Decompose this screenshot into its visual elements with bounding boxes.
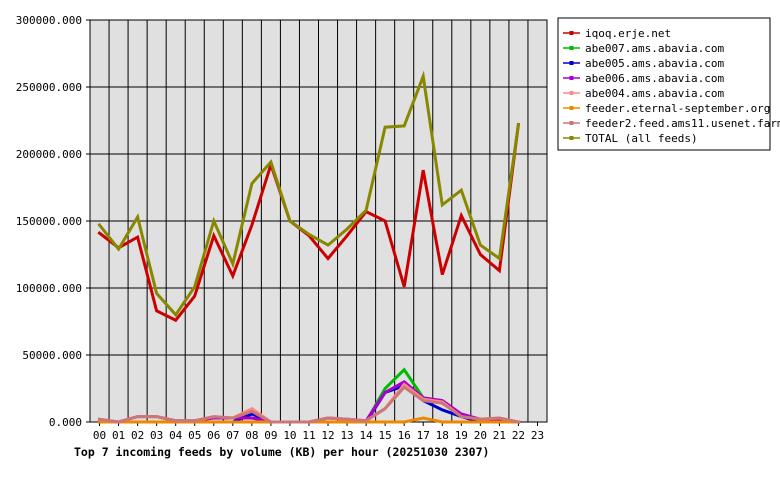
legend-swatch-marker	[569, 106, 574, 110]
legend-label: iqoq.erje.net	[585, 27, 671, 40]
legend-swatch-marker	[569, 31, 574, 35]
legend-swatch-marker	[569, 61, 574, 65]
legend-label: abe005.ams.abavia.com	[585, 57, 724, 70]
x-axis-ticks: 00 01 02 03 04 05 06 07 08 09 10 11 12 13 14 15 16 17 18 19…	[93, 422, 544, 442]
x-tick-label: 21	[493, 429, 506, 442]
y-axis-ticks: 0.000 50000.000 100000.000 150000.000 200000…	[16, 14, 90, 429]
x-tick-label: 02	[131, 429, 144, 442]
x-tick-label: 18	[436, 429, 449, 442]
legend-swatch-marker	[569, 91, 574, 95]
x-tick-label: 12	[321, 429, 334, 442]
legend-box	[557, 17, 771, 151]
y-tick-label: 200000.000	[16, 148, 82, 161]
legend-label: TOTAL (all feeds)	[585, 132, 698, 145]
x-tick-label: 07	[226, 429, 239, 442]
x-tick-label: 05	[188, 429, 201, 442]
x-tick-label: 16	[398, 429, 411, 442]
series-lines	[97, 70, 521, 424]
y-tick-label: 0.000	[49, 416, 82, 429]
legend-swatch-marker	[569, 136, 574, 140]
x-tick-label: 15	[379, 429, 392, 442]
x-tick-label: 09	[264, 429, 277, 442]
x-tick-label: 20	[474, 429, 487, 442]
x-tick-label: 04	[169, 429, 183, 442]
x-tick-label: 23	[531, 429, 544, 442]
legend-swatch-marker	[569, 76, 574, 80]
legend-label: feeder.eternal-september.org	[585, 102, 770, 115]
legend-label: abe007.ams.abavia.com	[585, 42, 724, 55]
grid-lines	[90, 19, 547, 423]
legend-label: abe004.ams.abavia.com	[585, 87, 724, 100]
x-tick-label: 06	[207, 429, 220, 442]
x-tick-label: 00	[93, 429, 106, 442]
legend-label: abe006.ams.abavia.com	[585, 72, 724, 85]
series-line-feeder2-feed-ams11-usenet-farm	[97, 385, 521, 424]
x-tick-label: 08	[245, 429, 258, 442]
y-tick-label: 300000.000	[16, 14, 82, 27]
y-tick-label: 50000.000	[22, 349, 82, 362]
y-tick-label: 150000.000	[16, 215, 82, 228]
y-tick-label: 100000.000	[16, 282, 82, 295]
x-tick-label: 03	[150, 429, 163, 442]
x-tick-label: 19	[455, 429, 468, 442]
x-tick-label: 01	[112, 429, 125, 442]
legend-swatch-marker	[569, 121, 574, 125]
legend: iqoq.erje.net abe007.ams.abavia.com abe005…	[557, 17, 780, 151]
x-tick-label: 22	[512, 429, 525, 442]
x-tick-label: 13	[340, 429, 353, 442]
chart-title: Top 7 incoming feeds by volume (KB) per …	[74, 445, 489, 459]
x-tick-label: 17	[417, 429, 430, 442]
series-line-total-all-feeds-	[97, 70, 521, 318]
x-tick-label: 14	[359, 429, 373, 442]
y-tick-label: 250000.000	[16, 81, 82, 94]
x-tick-label: 11	[302, 429, 315, 442]
x-tick-label: 10	[283, 429, 296, 442]
legend-swatch-marker	[569, 46, 574, 50]
legend-label: feeder2.feed.ams11.usenet.farm	[585, 117, 780, 130]
